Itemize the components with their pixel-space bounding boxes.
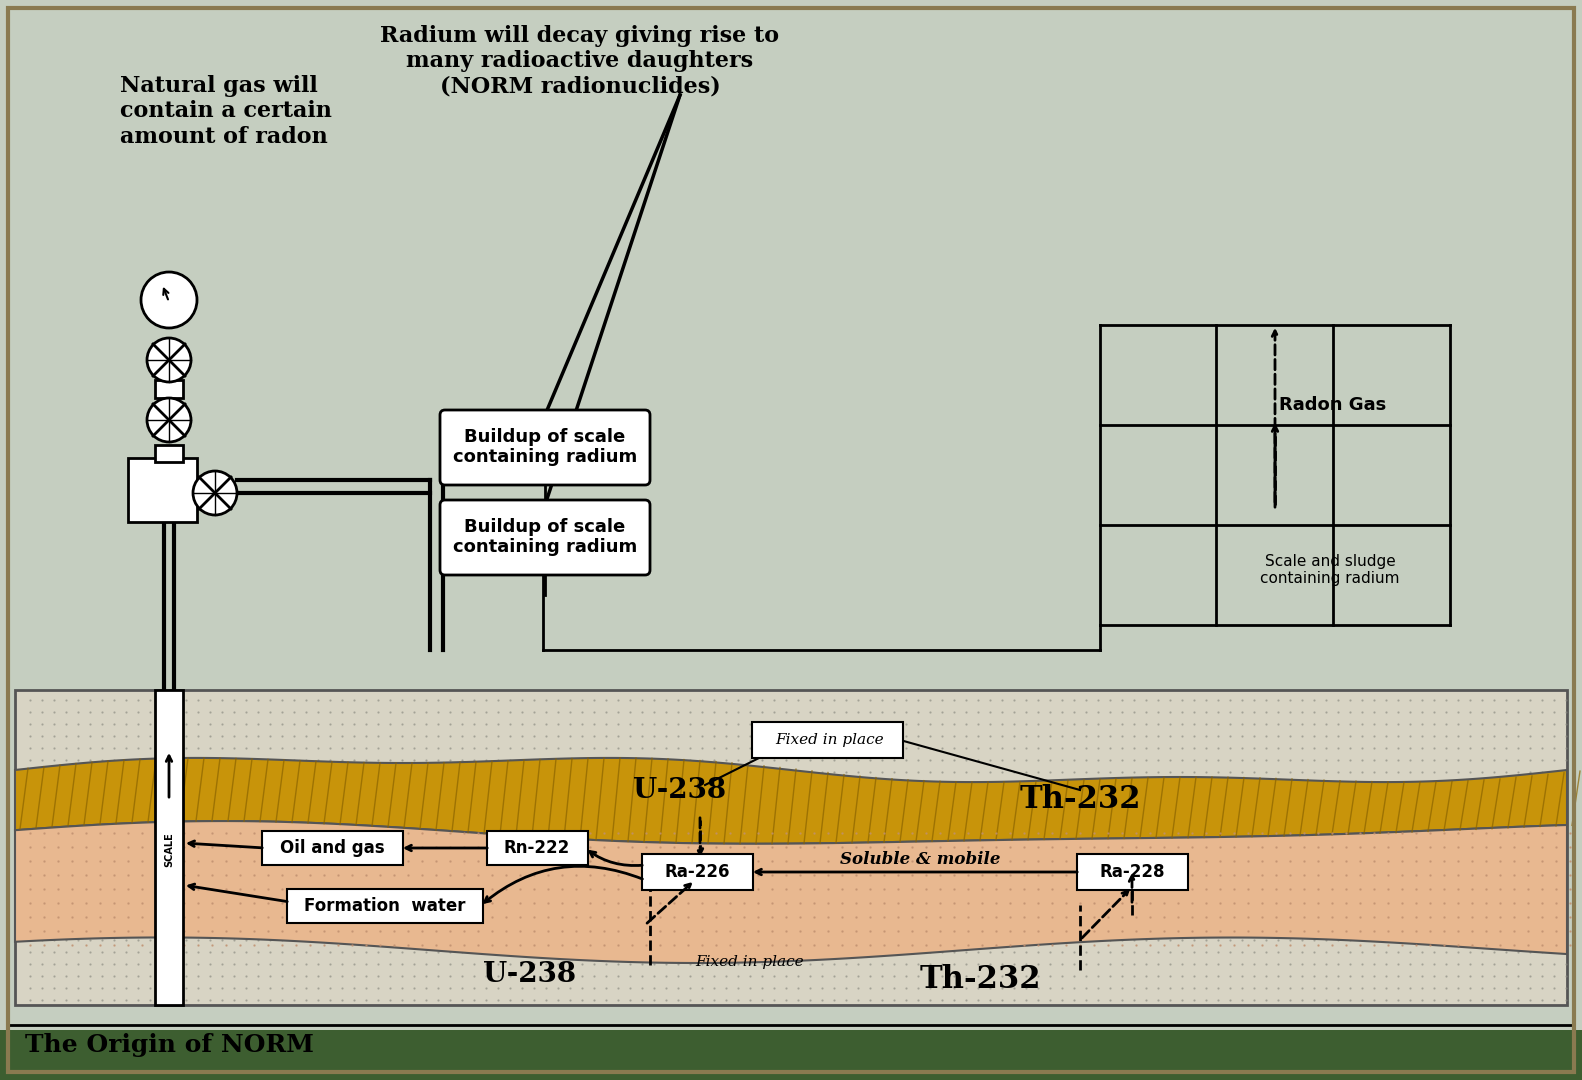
Circle shape (141, 272, 198, 328)
FancyBboxPatch shape (642, 854, 753, 890)
Text: Buildup of scale
containing radium: Buildup of scale containing radium (452, 428, 638, 467)
FancyBboxPatch shape (751, 723, 903, 758)
Text: Ra-228: Ra-228 (1099, 863, 1164, 881)
Text: Natural gas will
contain a certain
amount of radon: Natural gas will contain a certain amoun… (120, 75, 332, 148)
Text: U-238: U-238 (633, 777, 726, 804)
Text: U-238: U-238 (484, 961, 576, 988)
Text: Fixed in place: Fixed in place (775, 733, 884, 747)
Text: Scale and sludge
containing radium: Scale and sludge containing radium (1261, 554, 1400, 586)
Text: Rn-222: Rn-222 (505, 839, 570, 858)
Circle shape (147, 399, 191, 442)
Polygon shape (155, 445, 184, 462)
Polygon shape (0, 690, 1582, 1030)
Text: Radium will decay giving rise to
many radioactive daughters
(NORM radionuclides): Radium will decay giving rise to many ra… (380, 25, 780, 98)
Polygon shape (14, 758, 1568, 843)
Polygon shape (14, 821, 1568, 963)
FancyBboxPatch shape (286, 889, 483, 923)
Polygon shape (0, 1030, 1582, 1080)
FancyBboxPatch shape (440, 500, 650, 575)
Text: Formation  water: Formation water (304, 897, 465, 915)
Text: Oil and gas: Oil and gas (280, 839, 384, 858)
Text: Th-232: Th-232 (1019, 784, 1141, 815)
Text: Th-232: Th-232 (919, 964, 1041, 996)
Polygon shape (14, 690, 1568, 1005)
Text: SCALE: SCALE (165, 833, 174, 867)
FancyBboxPatch shape (128, 458, 198, 522)
Text: Radon Gas: Radon Gas (1280, 396, 1387, 414)
Text: Ra-226: Ra-226 (664, 863, 729, 881)
Text: Soluble & mobile: Soluble & mobile (840, 851, 1000, 868)
Polygon shape (155, 380, 184, 399)
Polygon shape (0, 0, 1582, 690)
FancyBboxPatch shape (263, 831, 403, 865)
FancyBboxPatch shape (440, 410, 650, 485)
Polygon shape (155, 690, 184, 1005)
FancyBboxPatch shape (487, 831, 589, 865)
FancyBboxPatch shape (1077, 854, 1188, 890)
Circle shape (147, 338, 191, 382)
Text: The Origin of NORM: The Origin of NORM (25, 1032, 313, 1057)
Text: Fixed in place: Fixed in place (696, 955, 804, 969)
Circle shape (193, 471, 237, 515)
Text: Buildup of scale
containing radium: Buildup of scale containing radium (452, 517, 638, 556)
